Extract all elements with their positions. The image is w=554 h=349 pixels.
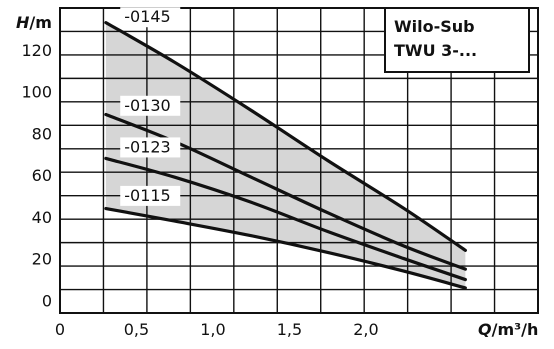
y-tick-label: 120: [21, 41, 52, 60]
x-tick-label: 0: [55, 320, 65, 339]
x-tick-label: 2,0: [353, 320, 378, 339]
series-label: -0130: [124, 96, 170, 115]
pump-curve-0123: [104, 156, 467, 282]
y-tick-label: 80: [32, 124, 52, 143]
y-tick-label: 60: [32, 166, 52, 185]
y-tick-label: 100: [21, 83, 52, 102]
x-axis-title: Q/m³/h: [478, 320, 538, 339]
series-labels: -0145 -0130 -0123 -0115: [120, 7, 181, 206]
legend-box: [384, 7, 530, 73]
y-tick-label: 20: [32, 250, 52, 269]
pump-curve-0145: [104, 21, 467, 252]
series-label-background: [120, 137, 181, 158]
series-label-background: [120, 185, 181, 206]
x-tick-label: 1,5: [277, 320, 302, 339]
pump-curve-0115: [104, 206, 467, 290]
plot-frame: [59, 7, 539, 314]
y-tick-label: 0: [42, 291, 52, 310]
legend-title-line1: Wilo-Sub: [394, 17, 475, 36]
x-tick-labels: 0 0,5 1,0 1,5 2,0: [55, 320, 379, 339]
x-tick-label: 1,0: [200, 320, 225, 339]
legend-title-line2: TWU 3-...: [394, 41, 477, 60]
series-label: -0115: [124, 186, 170, 205]
series-label-background: [120, 95, 181, 116]
series-label-background: [120, 7, 181, 28]
x-tick-label: 0,5: [124, 320, 149, 339]
series-label: -0145: [124, 7, 170, 26]
series-label: -0123: [124, 137, 170, 156]
y-axis-title: H/m: [16, 13, 52, 32]
y-tick-label: 40: [32, 208, 52, 227]
operating-range-area: [105, 22, 466, 288]
y-tick-labels: 0 20 40 60 80 100 120: [21, 41, 52, 311]
